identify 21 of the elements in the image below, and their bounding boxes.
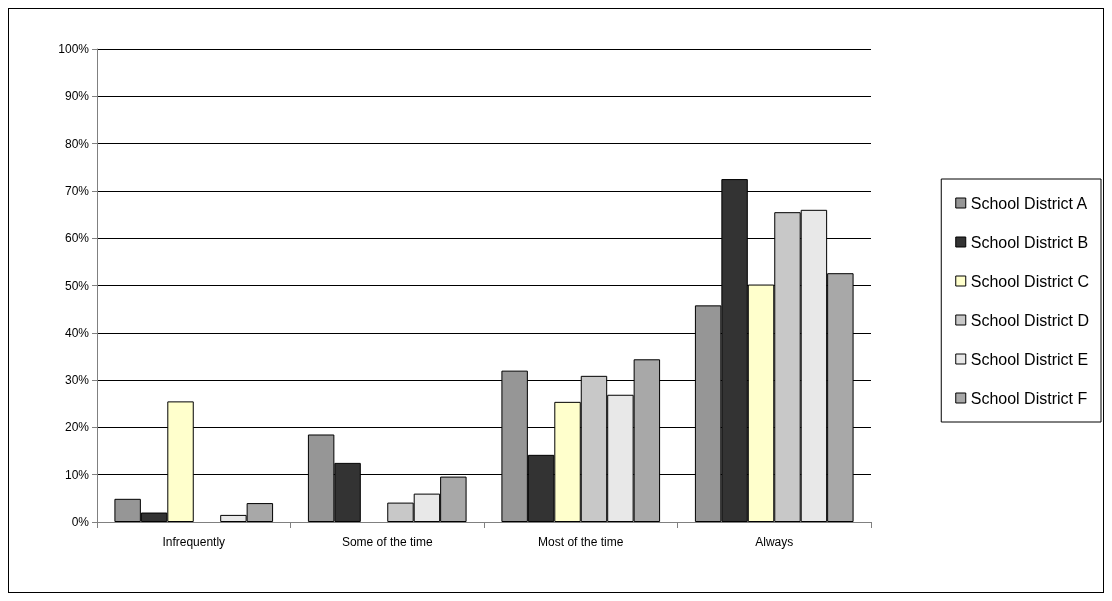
y-tick-label: 80% <box>64 136 90 151</box>
y-tick-label: 60% <box>64 231 90 246</box>
legend-label: School District D <box>970 311 1089 329</box>
y-tick-label: 70% <box>64 183 90 198</box>
y-tick-label: 90% <box>64 89 90 104</box>
y-tick-label: 30% <box>64 373 90 388</box>
y-tick-label: 20% <box>64 420 90 435</box>
legend-label: School District E <box>970 350 1089 368</box>
x-tick-label: Most of the time <box>538 535 624 549</box>
legend-label: School District C <box>970 272 1089 290</box>
y-tick-label: 100% <box>58 42 90 56</box>
y-tick-label: 40% <box>64 325 90 340</box>
y-tick-label: 50% <box>64 278 90 293</box>
x-tick-label: Infrequently <box>162 535 226 549</box>
legend-label: School District A <box>970 194 1088 212</box>
y-tick-label: 10% <box>64 467 90 482</box>
x-tick-label: Always <box>755 535 794 549</box>
x-tick-label: Some of the time <box>341 535 433 549</box>
y-tick-label: 0% <box>71 515 90 529</box>
legend-label: School District B <box>970 233 1089 251</box>
legend-label: School District F <box>970 389 1088 407</box>
